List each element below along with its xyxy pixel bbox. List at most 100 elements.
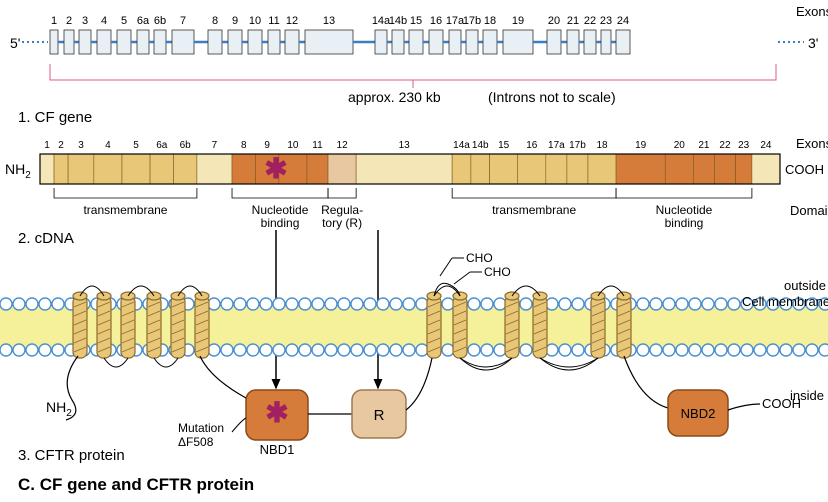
lipid-head — [312, 344, 324, 356]
cdna-exon-label: 15 — [498, 140, 510, 151]
lipid-head — [13, 344, 25, 356]
exon-box — [79, 30, 91, 54]
lipid-head — [793, 344, 805, 356]
lipid-head — [299, 298, 311, 310]
cdna-exon-label: 1 — [44, 140, 50, 151]
cdna-exon — [307, 154, 328, 184]
lipid-head — [481, 298, 493, 310]
cdna-exon — [471, 154, 490, 184]
exon-label: 14b — [389, 15, 407, 27]
lipid-head — [221, 344, 233, 356]
tm-helix — [97, 296, 111, 358]
exon-label: 7 — [180, 15, 186, 27]
cdna-exon-label: 16 — [526, 140, 538, 151]
lipid-head — [754, 344, 766, 356]
lipid-head — [663, 344, 675, 356]
nh2-label: NH2 — [5, 161, 31, 181]
lipid-head — [221, 298, 233, 310]
exons-label-1: Exons — [796, 4, 828, 19]
domain-label: transmembrane — [83, 203, 167, 217]
exon-box — [117, 30, 131, 54]
section3-label: 3. CFTR protein — [18, 447, 125, 464]
cdna-exon — [693, 154, 714, 184]
lipid-head — [520, 298, 532, 310]
lipid-head — [572, 344, 584, 356]
nbd1-domain: ✱ NBD1 — [246, 390, 308, 457]
tm-helix — [591, 296, 605, 358]
lipid-head — [442, 298, 454, 310]
lipid-head — [39, 344, 51, 356]
exon-box — [50, 30, 58, 54]
tm-helix — [617, 296, 631, 358]
cooh-label: COOH — [785, 162, 824, 177]
lipid-head — [728, 344, 740, 356]
exon-label: 6a — [137, 15, 150, 27]
lipid-head — [559, 298, 571, 310]
lipid-head — [702, 344, 714, 356]
mutation-label: MutationΔF508 — [178, 421, 224, 449]
exon-box — [137, 30, 149, 54]
cdna-exon-label: 22 — [719, 140, 731, 151]
exon-label: 18 — [484, 15, 496, 27]
lipid-head — [52, 298, 64, 310]
exon-label: 13 — [323, 15, 335, 27]
tm-helix — [505, 296, 519, 358]
lipid-head — [208, 344, 220, 356]
cdna-exon — [588, 154, 616, 184]
cdna-exon-label: 8 — [241, 140, 247, 151]
asterisk-icon-nbd1: ✱ — [265, 397, 288, 428]
cdna-exon — [452, 154, 471, 184]
svg-text:NBD1: NBD1 — [260, 442, 295, 457]
lipid-head — [260, 344, 272, 356]
exon-label: 8 — [212, 15, 218, 27]
exon-label: 24 — [617, 15, 629, 27]
exon-label: 2 — [66, 15, 72, 27]
intron-note: (Introns not to scale) — [488, 89, 616, 105]
exon-box — [466, 30, 478, 54]
lipid-head — [247, 298, 259, 310]
cdna-exon — [232, 154, 255, 184]
lipid-head — [637, 298, 649, 310]
exon-box — [392, 30, 404, 54]
exon-label: 3 — [82, 15, 88, 27]
cdna-exon — [173, 154, 196, 184]
tm-helix — [427, 296, 441, 358]
exon-box — [97, 30, 111, 54]
cho-group-2: CHO — [454, 265, 511, 284]
cdna-exon-label: 11 — [312, 140, 323, 151]
cdna-exon-label: 12 — [337, 140, 349, 151]
exon-box — [228, 30, 242, 54]
cell-membrane-label: Cell membrane — [742, 294, 828, 309]
tm-helix — [73, 296, 87, 358]
lipid-head — [546, 298, 558, 310]
exon-box — [584, 30, 596, 54]
lipid-head — [390, 298, 402, 310]
exon-label: 23 — [600, 15, 612, 27]
lipid-head — [377, 344, 389, 356]
exon-box — [375, 30, 387, 54]
cdna-exon — [752, 154, 780, 184]
exon-label: 21 — [567, 15, 579, 27]
svg-text:CHO: CHO — [484, 265, 511, 279]
exon-box — [268, 30, 280, 54]
cdna-exon — [150, 154, 173, 184]
cdna-exon — [68, 154, 94, 184]
cdna-exon-label: 5 — [133, 140, 139, 151]
lipid-head — [442, 344, 454, 356]
lipid-head — [520, 344, 532, 356]
exon-label: 4 — [101, 15, 107, 27]
lipid-head — [650, 298, 662, 310]
lipid-head — [312, 298, 324, 310]
tm-helix — [171, 296, 185, 358]
lipid-head — [637, 344, 649, 356]
lipid-head — [286, 298, 298, 310]
lipid-head — [676, 344, 688, 356]
exons-label-2: Exons — [796, 136, 828, 151]
cdna-exon-label: 3 — [78, 140, 84, 151]
lipid-head — [650, 344, 662, 356]
lipid-head — [299, 344, 311, 356]
lipid-head — [676, 298, 688, 310]
cdna-exon — [714, 154, 735, 184]
cdna-exon-label: 9 — [264, 140, 270, 151]
domains-label: Domains — [790, 203, 828, 218]
